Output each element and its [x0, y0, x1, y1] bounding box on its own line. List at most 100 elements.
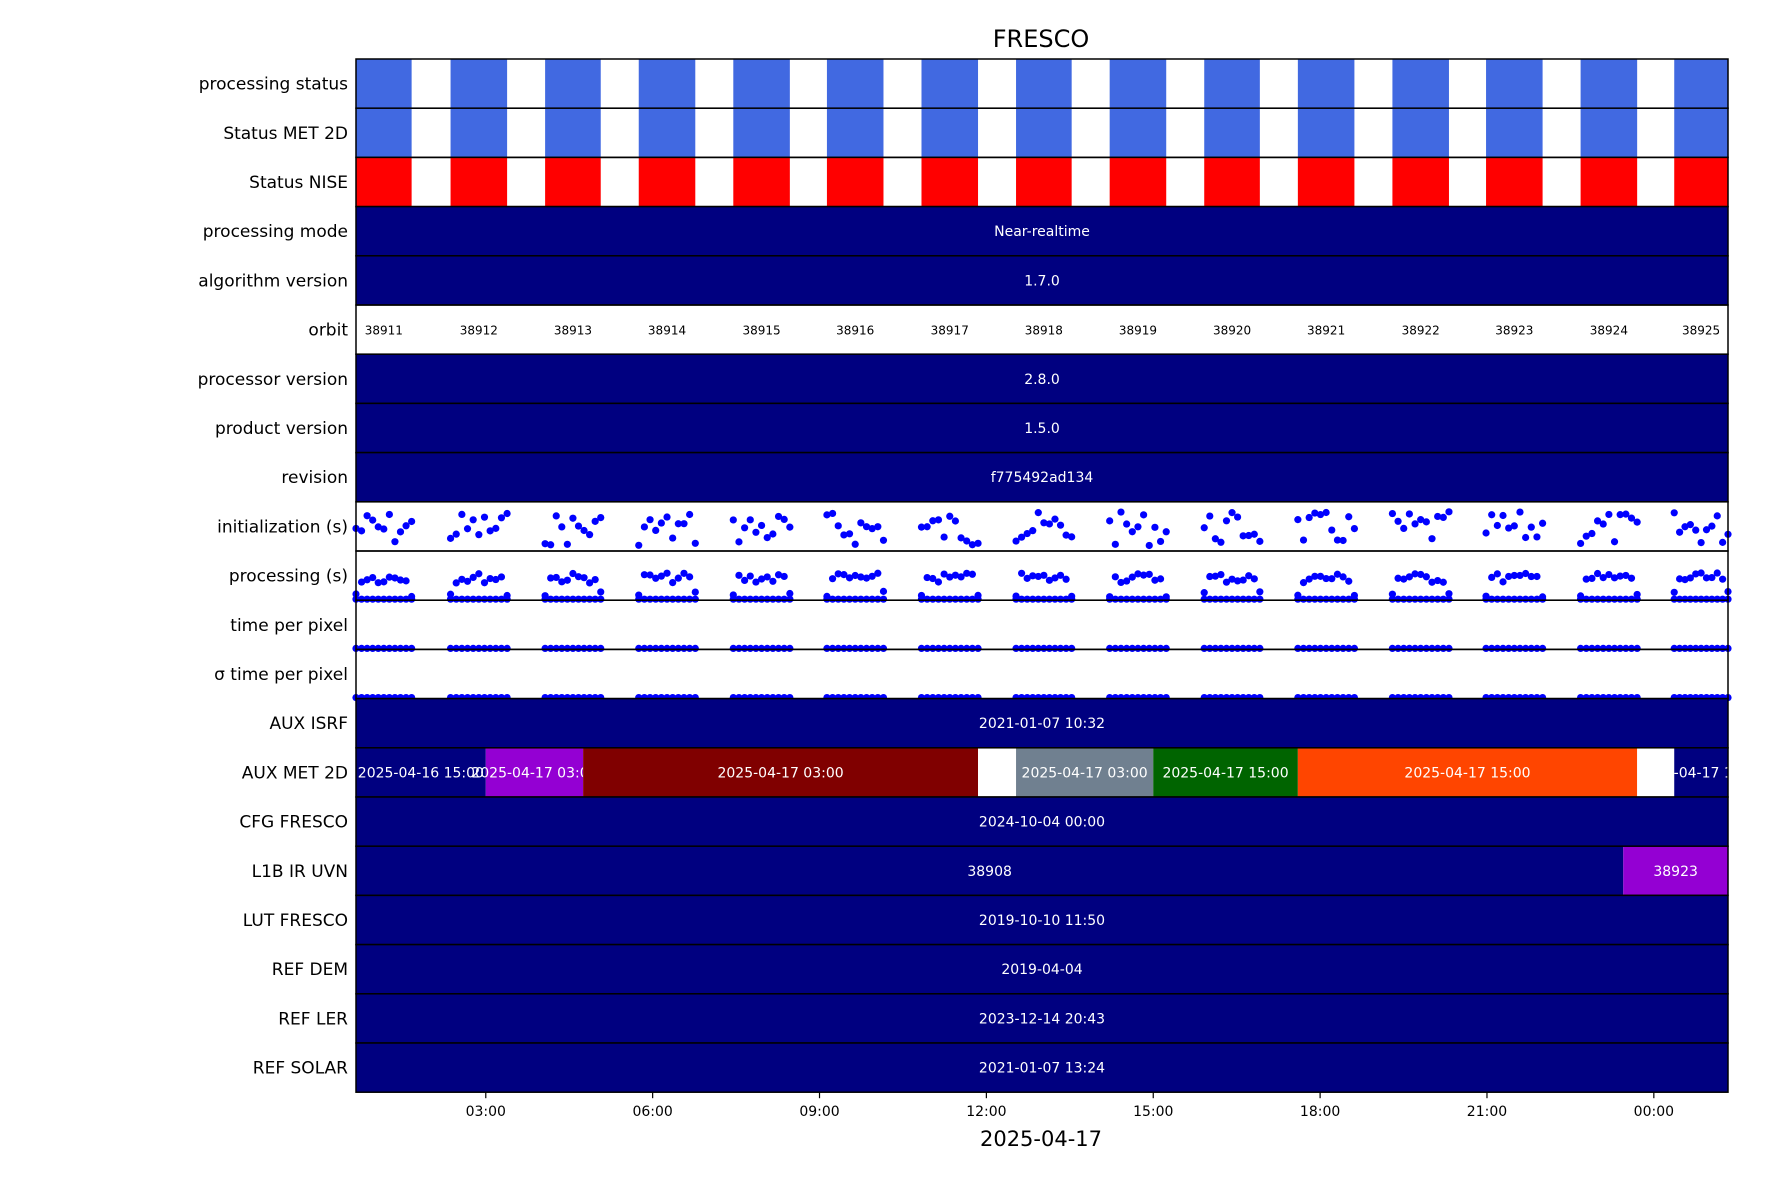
- value-segment: [1297, 747, 1638, 797]
- scatter-point: [757, 595, 766, 603]
- scatter-point: [741, 524, 749, 532]
- scatter-point: [1106, 595, 1114, 603]
- scatter-point: [580, 644, 588, 653]
- scatter-point: [1305, 575, 1313, 583]
- scatter-point: [1345, 513, 1353, 521]
- scatter-point: [486, 527, 494, 535]
- value-segment-label: 38908: [967, 864, 1012, 880]
- scatter-point: [769, 577, 777, 585]
- scatter-point: [475, 644, 483, 653]
- scatter-point: [780, 644, 788, 653]
- scatter-point: [1211, 595, 1219, 603]
- scatter-point: [1582, 595, 1590, 603]
- scatter-point: [735, 571, 743, 579]
- scatter-point: [1405, 595, 1413, 603]
- scatter-point: [1145, 541, 1153, 550]
- scatter-point: [396, 576, 405, 584]
- scatter-point: [469, 644, 477, 653]
- scatter-point: [586, 579, 594, 587]
- status-bar: [1109, 157, 1167, 207]
- scatter-point: [680, 595, 688, 603]
- row-label: processing mode: [203, 222, 348, 242]
- scatter-point: [547, 541, 555, 549]
- scatter-point: [640, 595, 648, 603]
- scatter-point: [1434, 512, 1442, 521]
- scatter-point: [1516, 508, 1524, 516]
- scatter-point: [363, 576, 371, 584]
- scatter-point: [1051, 515, 1059, 523]
- scatter-point: [686, 595, 694, 603]
- scatter-point: [1593, 644, 1602, 653]
- scatter-point: [541, 595, 549, 603]
- scatter-point: [769, 595, 777, 603]
- orbit-number: 38925: [1682, 324, 1720, 338]
- scatter-point: [735, 538, 743, 546]
- scatter-point: [357, 578, 366, 586]
- status-bar: [733, 108, 790, 158]
- scatter-point: [657, 519, 665, 527]
- scatter-point: [774, 571, 783, 579]
- scatter-point: [834, 644, 842, 653]
- status-bar: [356, 108, 412, 158]
- scatter-point: [1527, 595, 1535, 603]
- row-label: LUT FRESCO: [243, 911, 348, 931]
- status-bar: [1392, 59, 1449, 109]
- orbit-number: 38915: [742, 324, 780, 338]
- status-bar: [356, 157, 412, 207]
- scatter-point: [591, 517, 599, 525]
- scatter-point: [586, 531, 594, 539]
- scatter-point: [1708, 522, 1716, 530]
- scatter-point: [558, 578, 566, 586]
- scatter-point: [1018, 644, 1026, 653]
- x-axis-label: 2025-04-17: [980, 1127, 1102, 1151]
- scatter-point: [1123, 595, 1131, 603]
- status-bar: [826, 157, 884, 207]
- scatter-point: [923, 523, 931, 531]
- scatter-point: [1605, 510, 1613, 519]
- scatter-point: [1062, 575, 1070, 583]
- value-segment-label: 2021-01-07 10:32: [979, 716, 1105, 732]
- scatter-point: [408, 644, 416, 653]
- scatter-point: [691, 644, 699, 653]
- scatter-point: [1708, 595, 1716, 603]
- scatter-point: [929, 595, 937, 603]
- scatter-point: [757, 575, 766, 583]
- scatter-point: [729, 644, 737, 653]
- scatter-point: [1593, 517, 1602, 525]
- scatter-point: [1538, 519, 1547, 527]
- scatter-point: [1029, 527, 1037, 535]
- scatter-point: [1428, 595, 1436, 603]
- scatter-point: [845, 595, 854, 603]
- scatter-point: [1577, 595, 1585, 603]
- status-bar: [545, 59, 601, 109]
- scatter-point: [1670, 595, 1678, 603]
- scatter-point: [946, 644, 954, 653]
- scatter-point: [1045, 644, 1054, 653]
- scatter-point: [1582, 644, 1590, 653]
- status-bar: [1297, 157, 1355, 207]
- scatter-point: [1228, 595, 1236, 603]
- scatter-point: [363, 595, 371, 603]
- scatter-point: [674, 520, 682, 528]
- scatter-point: [823, 644, 831, 653]
- scatter-point: [1633, 644, 1641, 653]
- scatter-point: [1134, 644, 1142, 653]
- orbit-number: 38912: [460, 324, 498, 338]
- scatter-point: [469, 516, 477, 524]
- scatter-point: [1311, 595, 1319, 603]
- status-bar: [921, 59, 979, 109]
- row-cfg-fresco: CFG FRESCO 2024-10-04 00:00: [239, 796, 1729, 847]
- scatter-point: [1670, 509, 1678, 517]
- scatter-point: [1610, 538, 1619, 546]
- scatter-point: [1217, 538, 1225, 546]
- scatter-point: [857, 644, 865, 653]
- status-bar: [1109, 108, 1167, 158]
- value-segment-label: 2021-01-07 13:24: [979, 1061, 1105, 1077]
- scatter-point: [1222, 644, 1231, 653]
- scatter-point: [840, 531, 848, 539]
- scatter-point: [729, 516, 737, 524]
- scatter-point: [1316, 572, 1325, 580]
- value-segment: [356, 255, 1728, 305]
- scatter-point: [369, 644, 377, 653]
